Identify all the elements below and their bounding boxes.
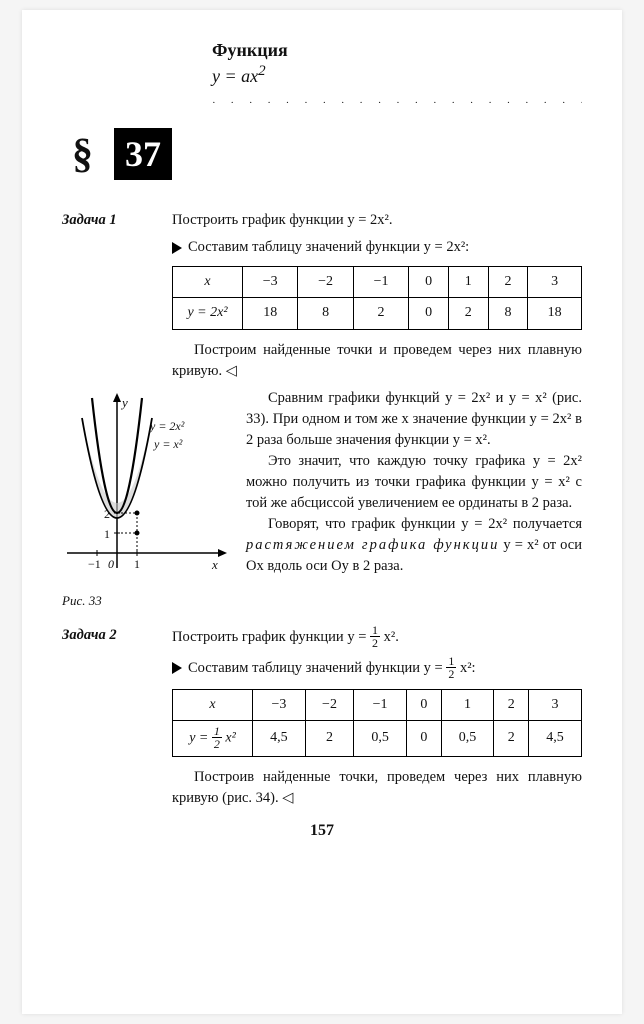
t2-hy: y = 12 x² [173,720,253,756]
task2-table: x −3 −2 −1 0 1 2 3 y = 12 x² 4,5 2 0,5 [172,689,582,757]
paragraph-symbol: § [72,130,93,178]
t1-hx: x [173,267,243,298]
task1-step1: Составим таблицу значений функции y = 2x… [172,237,582,258]
dots-divider: · · · · · · · · · · · · · · · · · · · · … [212,97,582,109]
t1-hy: y = 2x² [173,298,243,329]
section-header: Функция y = ax2 · · · · · · · · · · · · … [22,10,622,210]
figure-33-graph: y x y = 2x² y = x² −1 0 1 1 2 [62,388,232,588]
t2-hx: x [173,689,253,720]
task2-prompt: Построить график функции y = 12 x². [172,625,582,650]
textbook-page: Функция y = ax2 · · · · · · · · · · · · … [22,10,622,1014]
task1-explanation: Сравним графики функций y = 2x² и y = x²… [246,388,582,611]
task1-label: Задача 1 [62,210,172,231]
task1-table: x −3 −2 −1 0 1 2 3 y = 2x² 18 8 2 0 2 8 [172,266,582,330]
figure-caption: Рис. 33 [62,592,232,611]
section-formula: y = ax2 [212,63,582,87]
task1-after-table: Построим найденные точки и проведем чере… [172,340,582,382]
section-title: Функция [212,40,582,61]
section-number: 37 [114,128,172,180]
page-number: 157 [62,819,582,842]
triangle-marker-icon [172,242,182,254]
task2-after-table: Построив найденные точки, проведем через… [172,767,582,809]
task1-prompt: Построить график функции y = 2x². [172,210,582,231]
triangle-marker-icon [172,662,182,674]
task2-label: Задача 2 [62,625,172,650]
task2-step1: Составим таблицу значений функции y = 12… [172,656,582,681]
